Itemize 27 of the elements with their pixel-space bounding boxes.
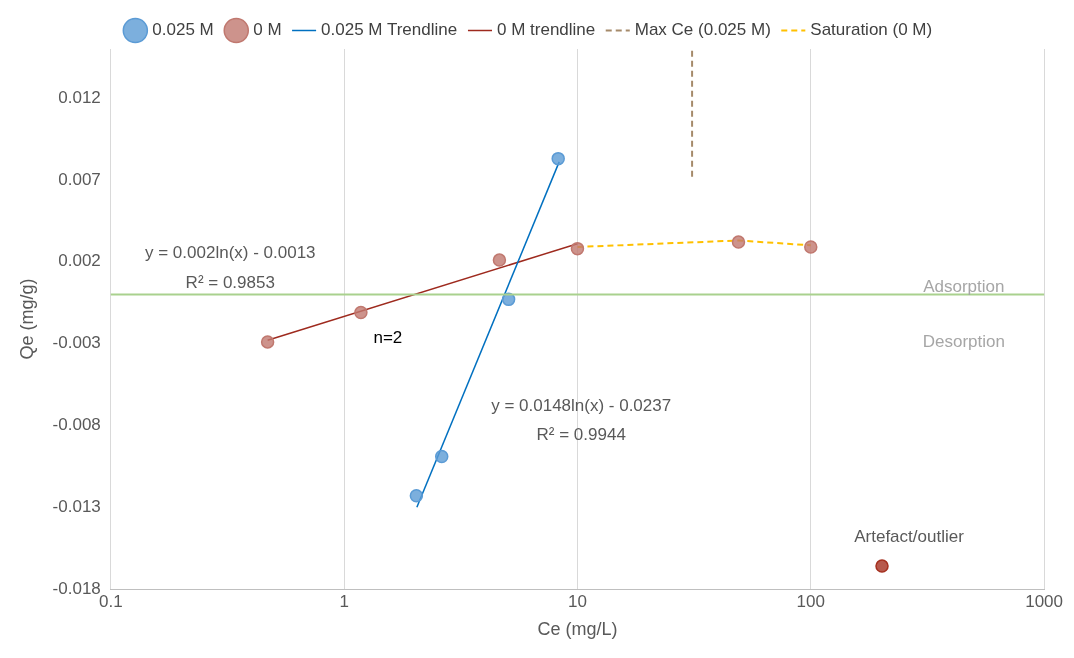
- annotation: n=2: [373, 328, 403, 348]
- y-tick-label: 0.012: [58, 87, 101, 107]
- legend-label: 0.025 M Trendline: [321, 20, 458, 40]
- x-tick-label: 1: [339, 591, 349, 611]
- legend-label: Max Ce (0.025 M): [634, 20, 771, 40]
- x-tick-label: 1000: [1025, 591, 1063, 611]
- legend-label: Saturation (0 M): [810, 20, 933, 40]
- annotation: R² = 0.9853: [185, 272, 275, 292]
- x-tick-label: 10: [567, 591, 587, 611]
- x-axis-title: Ce (mg/L): [537, 619, 618, 640]
- y-tick-label: -0.013: [52, 496, 101, 516]
- legend-label: 0 M trendline: [496, 20, 596, 40]
- y-tick-label: -0.003: [52, 333, 101, 353]
- y-axis-title: Qe (mg/g): [16, 278, 37, 360]
- annotation: R² = 0.9944: [536, 424, 626, 444]
- annotation: y = 0.0148ln(x) - 0.0237: [491, 396, 672, 416]
- annotation: y = 0.002ln(x) - 0.0013: [144, 243, 316, 263]
- x-tick-label: 100: [796, 591, 825, 611]
- y-tick-label: -0.018: [52, 578, 101, 598]
- legend-label: 0 M: [253, 20, 282, 40]
- y-tick-label: -0.008: [52, 415, 101, 435]
- annotation: Artefact/outlier: [854, 526, 965, 546]
- annotation: Desorption: [922, 331, 1005, 351]
- y-tick-label: 0.007: [58, 169, 101, 189]
- y-tick-label: 0.002: [58, 251, 101, 271]
- legend-label: 0.025 M: [152, 20, 214, 40]
- annotation: Adsorption: [923, 276, 1005, 296]
